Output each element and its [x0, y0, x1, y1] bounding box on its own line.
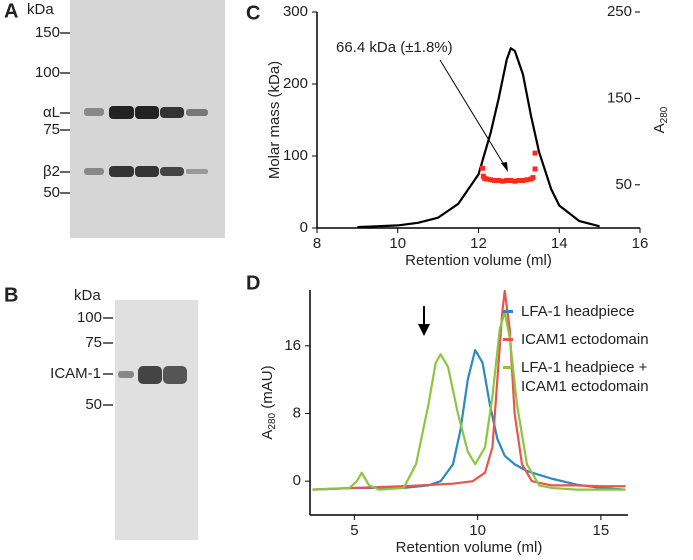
legend: LFA-1 headpiece ICAM1 ectodomain LFA-1 hea…: [503, 302, 693, 405]
y-label-main: A: [259, 430, 276, 440]
data-point: [496, 177, 502, 183]
x-tick-label: 10: [469, 522, 486, 539]
y-tick-label: 300: [283, 3, 308, 20]
legend-entry: LFA-1 headpiece: [503, 302, 693, 321]
data-point: [508, 177, 514, 183]
band-label: αL: [43, 104, 60, 121]
unit-label: kDa: [74, 287, 101, 304]
y2-label-sub: 280: [659, 106, 670, 123]
x-tick-label: 5: [350, 522, 358, 539]
marker-label: 100: [77, 309, 102, 326]
data-point: [520, 177, 526, 183]
band-label: ICAM-1: [50, 365, 101, 382]
y-tick-label: 100: [283, 147, 308, 164]
panel-letter: C: [246, 2, 260, 24]
marker-label: 50: [85, 396, 102, 413]
legend-swatch: [503, 310, 513, 313]
data-point: [530, 175, 536, 181]
data-point: [480, 165, 486, 171]
x-tick-label: 12: [470, 235, 487, 252]
legend-label: LFA-1 headpiece + ICAM1 ectodomain: [521, 359, 649, 395]
x-axis-label: Retention volume (ml): [405, 252, 552, 269]
marker-label: 50: [43, 184, 60, 201]
y-tick-label: 0: [300, 219, 308, 236]
y-tick-label: 0: [293, 472, 301, 489]
marker-label: 100: [35, 64, 60, 81]
data-point: [484, 176, 490, 182]
peak-arrow: [418, 306, 430, 336]
marker-label: 150: [35, 24, 60, 41]
series-line: [312, 310, 626, 491]
y2-label-main: A: [651, 123, 668, 133]
x-tick-label: 15: [593, 522, 610, 539]
band-label: β2: [43, 163, 60, 180]
legend-entry: LFA-1 headpiece + ICAM1 ectodomain: [503, 358, 693, 396]
marker-label: 75: [43, 121, 60, 138]
y-axis-label: Molar mass (kDa): [266, 61, 283, 179]
gel-bands: [84, 106, 208, 177]
gel-bands: [118, 366, 187, 384]
legend-label: ICAM1 ectodomain: [521, 331, 649, 348]
data-point: [532, 150, 538, 156]
annotation-arrowhead: [501, 162, 508, 172]
data-point: [488, 177, 494, 183]
gel: [115, 300, 198, 540]
x-axis-label: Retention volume (ml): [396, 539, 543, 556]
legend-swatch: [503, 366, 513, 369]
y2-tick-label: 250: [607, 3, 632, 20]
data-point: [524, 177, 530, 183]
y-axis-label: A280 (mAU): [259, 365, 278, 439]
series-line: [357, 47, 600, 229]
panel-letter: D: [246, 272, 260, 294]
y-tick-label: 200: [283, 75, 308, 92]
data-point: [492, 177, 498, 183]
data-point: [516, 177, 522, 183]
series-line: [312, 289, 626, 491]
y-tick-label: 16: [284, 337, 301, 354]
panel-letter: B: [4, 284, 18, 306]
data-point: [512, 178, 518, 184]
data-point: [504, 177, 510, 183]
marker-label: 75: [85, 334, 102, 351]
y-tick-label: 8: [293, 404, 301, 421]
y2-tick-label: 50: [615, 176, 632, 193]
annotation-arrow: [439, 59, 507, 169]
unit-label: kDa: [27, 1, 54, 18]
legend-entry: ICAM1 ectodomain: [503, 330, 693, 349]
y2-axis-label: A280: [651, 106, 670, 133]
y2-tick-label: 150: [607, 89, 632, 106]
annotation: 66.4 kDa (±1.8%): [336, 39, 453, 56]
x-tick-label: 10: [389, 235, 406, 252]
y-label-sub: 280: [267, 412, 278, 429]
legend-label: LFA-1 headpiece: [521, 303, 635, 320]
x-tick-label: 14: [551, 235, 568, 252]
y-label-rest: (mAU): [259, 365, 276, 413]
x-tick-label: 8: [313, 235, 321, 252]
panel-letter: A: [4, 0, 18, 22]
marker-ticks: [103, 317, 113, 406]
legend-swatch: [503, 338, 513, 341]
data-point: [532, 166, 538, 172]
data-point: [500, 178, 506, 184]
marker-ticks: [60, 32, 70, 194]
x-tick-label: 16: [632, 235, 649, 252]
